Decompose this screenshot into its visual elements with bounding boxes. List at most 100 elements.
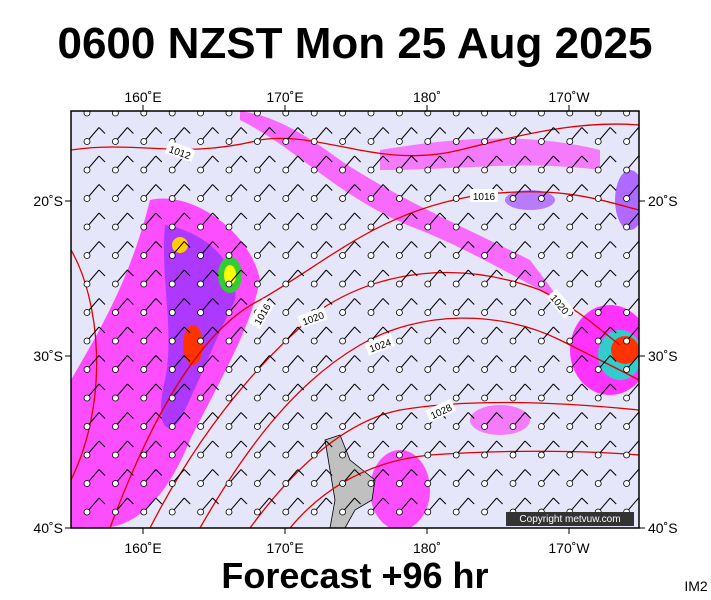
barb-station [452, 223, 460, 231]
barb-flag [354, 127, 361, 134]
barb-station [395, 309, 403, 316]
barb-flag [183, 355, 191, 362]
barb-flag [553, 497, 560, 505]
barb-flag [439, 127, 447, 134]
forecast-label: Forecast +96 hr [221, 555, 488, 596]
lon-label: 170˚E [266, 540, 303, 556]
barb-station [140, 394, 148, 402]
barb-flag [524, 326, 532, 334]
barb-flag [467, 469, 475, 476]
barb-station [395, 195, 403, 202]
barb-flag [269, 241, 276, 248]
barb-flag [524, 383, 532, 391]
barb-station [594, 223, 602, 231]
barb-flag [325, 127, 333, 134]
barb-station [168, 366, 176, 373]
barb-flag [183, 469, 191, 476]
barb-station [168, 451, 176, 459]
copyright-box [506, 512, 634, 526]
barb-flag [411, 326, 418, 334]
barb-flag [581, 155, 589, 163]
barb-station [140, 366, 148, 373]
barb-station [509, 223, 517, 231]
barb-station [197, 366, 205, 373]
barb-station [538, 394, 545, 402]
barb-flag [325, 497, 333, 505]
barb-station [225, 280, 233, 288]
barb-station [538, 252, 545, 259]
barb-flag [467, 355, 475, 362]
lat-label: 40˚S [648, 520, 678, 536]
barb-station [282, 451, 290, 459]
barb-flag [553, 184, 560, 191]
barb-station [367, 280, 375, 288]
barb-flag [155, 155, 163, 163]
barb-station [538, 480, 545, 487]
barb-flag [127, 298, 134, 305]
barb-station [538, 451, 545, 459]
barb-station [424, 394, 432, 402]
barb-flag [496, 440, 503, 448]
image-code: IM2 [684, 578, 708, 594]
barb-station [509, 394, 517, 402]
barb-flag [127, 326, 134, 334]
barb-station [197, 394, 205, 402]
barb-flag [212, 127, 219, 134]
barb-flag [496, 497, 503, 505]
barb-flag [382, 269, 390, 277]
barb-station [83, 223, 91, 231]
barb-flag [269, 326, 276, 334]
barb-station [197, 138, 205, 145]
barb-station [282, 252, 290, 259]
barb-station [509, 280, 517, 288]
barb-flag [127, 469, 134, 476]
barb-station [538, 223, 545, 231]
barb-flag [581, 212, 589, 220]
isobar-label-box [470, 189, 498, 202]
barb-flag [183, 269, 191, 277]
barb-station [538, 111, 545, 117]
barb-flag [155, 241, 163, 248]
barb-station [481, 423, 489, 430]
barb-station [112, 337, 119, 345]
barb-flag [609, 355, 617, 362]
barb-flag [98, 184, 106, 191]
barb-station [339, 223, 347, 231]
barb-station [623, 337, 630, 345]
barb-station [509, 480, 517, 487]
barb-flag [411, 212, 418, 220]
barb-station [140, 138, 148, 145]
barb-flag [382, 355, 390, 362]
barb-station [339, 423, 347, 430]
map-frame [70, 110, 640, 529]
barb-station [424, 423, 432, 430]
barb-station [594, 394, 602, 402]
lon-label: 170˚E [266, 89, 303, 105]
barb-station [509, 366, 517, 373]
barb-flag [411, 383, 418, 391]
barb-flag [382, 184, 390, 191]
barb-flag [411, 241, 418, 248]
barb-flag [609, 212, 617, 220]
barb-station [310, 223, 318, 231]
barb-station [395, 366, 403, 373]
barb-station [339, 508, 347, 516]
barb-flag [269, 155, 276, 163]
barb-station [367, 480, 375, 487]
barb-station [395, 480, 403, 487]
barb-flag [183, 241, 191, 248]
barb-station [509, 309, 517, 316]
barb-station [282, 195, 290, 202]
barb-station [282, 366, 290, 373]
barb-station [566, 252, 574, 259]
barb-flag [212, 298, 219, 305]
barb-flag [155, 184, 163, 191]
barb-flag [127, 241, 134, 248]
barb-flag [524, 298, 532, 305]
lat-label: 30˚S [33, 348, 63, 364]
barb-station [225, 195, 233, 202]
barb-station [509, 138, 517, 145]
isobar-label-box [364, 333, 396, 356]
barb-station [282, 309, 290, 316]
barb-station [566, 366, 574, 373]
